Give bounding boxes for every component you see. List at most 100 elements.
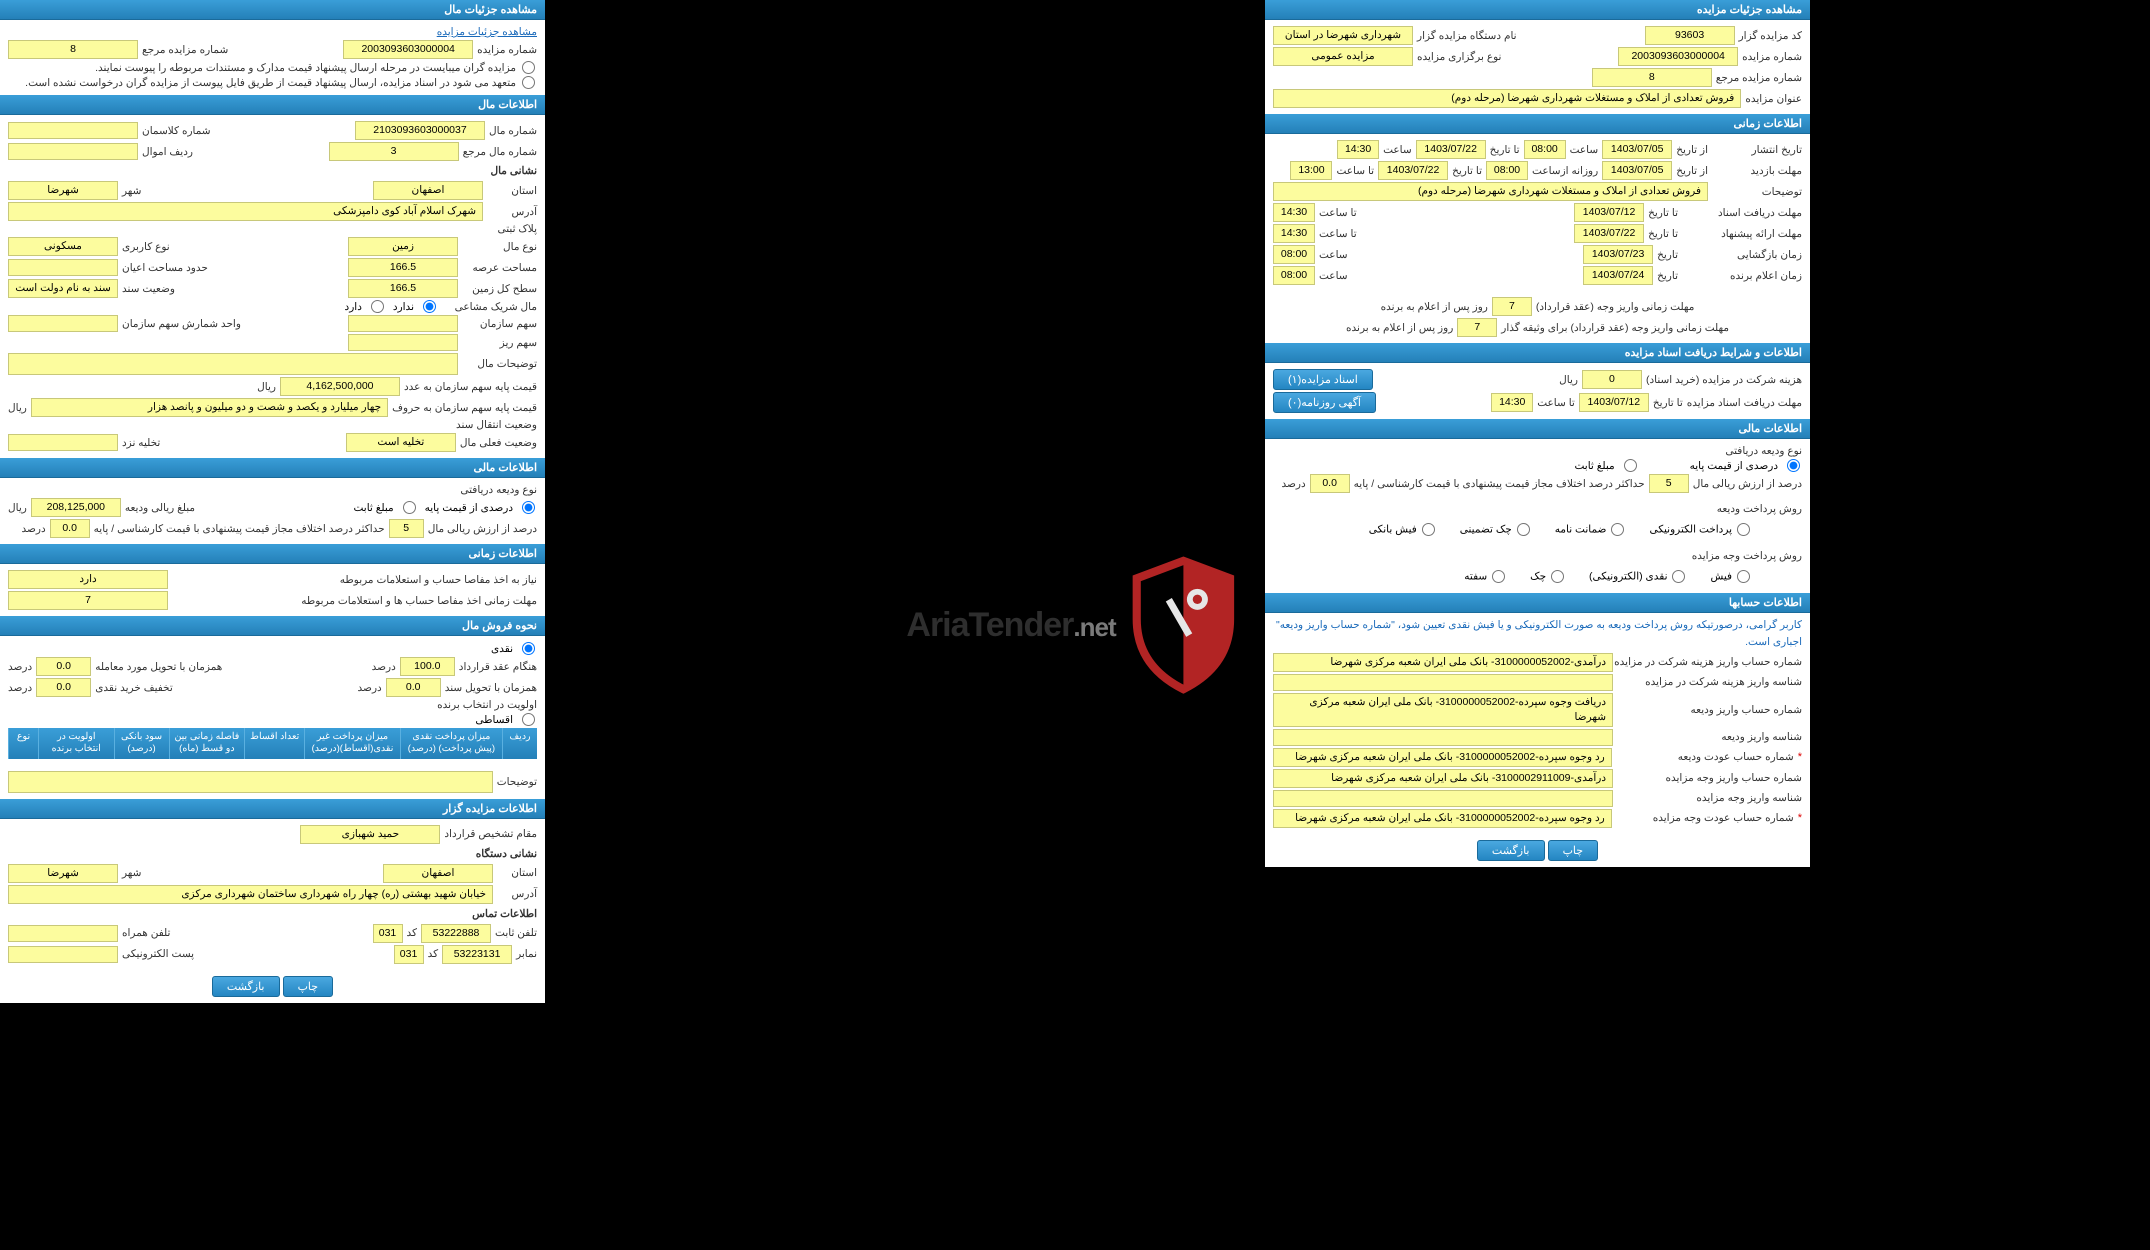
- label-acc8: شماره حساب عودت وجه مزایده: [1616, 812, 1794, 824]
- label-rial4: ریال: [8, 502, 27, 514]
- value-open-h: 08:00: [1273, 245, 1315, 264]
- back-button[interactable]: بازگشت: [1477, 840, 1545, 861]
- value-phone-code: 031: [373, 924, 403, 943]
- value-city2: شهرضا: [8, 864, 118, 883]
- radio-eft[interactable]: [1737, 523, 1750, 536]
- label-asset-row: ردیف اموال: [142, 146, 193, 158]
- radio-slip[interactable]: [1737, 570, 1750, 583]
- label-base-price-num: قیمت پایه سهم سازمان به عدد: [404, 381, 537, 393]
- label-delivery-time: همزمان با تحویل مورد معامله: [95, 661, 222, 673]
- value-max-diff2: 0.0: [50, 519, 90, 538]
- radio-percent2[interactable]: [522, 501, 535, 514]
- label-province2: استان: [497, 867, 537, 879]
- radio-fixed[interactable]: [1624, 459, 1637, 472]
- value-contract-pct: 100.0: [400, 657, 455, 676]
- radio-guarantee[interactable]: [1611, 523, 1624, 536]
- value-usage-type: مسکونی: [8, 237, 118, 256]
- label-hour5: ساعت: [1319, 249, 1348, 261]
- label-percent-unit: درصد: [1281, 478, 1305, 490]
- radio-no-partner[interactable]: [423, 300, 436, 313]
- value-deposit-amount: 208,125,000: [31, 498, 121, 517]
- section-property-details: مشاهده جزئیات مال: [0, 0, 545, 20]
- label-docs-deadline: مهلت دریافت اسناد: [1682, 207, 1802, 219]
- value-winner-h: 08:00: [1273, 266, 1315, 285]
- label-base-price-words: قیمت پایه سهم سازمان به حروف: [392, 402, 537, 414]
- back-button2[interactable]: بازگشت: [212, 976, 280, 997]
- radio-cheque[interactable]: [1517, 523, 1530, 536]
- label-pct3: درصد: [358, 682, 382, 694]
- shield-icon: [1124, 555, 1244, 695]
- label-property-ref: شماره مال مرجع: [463, 146, 537, 158]
- print-button2[interactable]: چاپ: [283, 976, 334, 997]
- radio-installment[interactable]: [522, 713, 535, 726]
- label-percent-val2: درصد از ارزش ریالی مال: [428, 523, 537, 535]
- label-to-h7: تا ساعت: [1537, 397, 1575, 409]
- section-auction-details: مشاهده جزئیات مزایده: [1265, 0, 1810, 20]
- installment-table-header: ردیف میزان پرداخت نقدی (پیش پرداخت) (درص…: [8, 728, 537, 759]
- radio-promissory[interactable]: [1492, 570, 1505, 583]
- radio-note2[interactable]: [522, 76, 535, 89]
- section-property-info: اطلاعات مال: [0, 95, 545, 115]
- value-open-date: 1403/07/23: [1583, 245, 1653, 264]
- value-winner-date: 1403/07/24: [1583, 266, 1653, 285]
- label-clearance-need: نیاز به اخذ مفاصا حساب و استعلامات مربوط…: [340, 574, 537, 586]
- radio-fixed2[interactable]: [403, 501, 416, 514]
- label-auction-no2: شماره مزایده: [477, 44, 537, 56]
- label-deed-transfer: وضعیت انتقال سند: [456, 419, 537, 431]
- sub-org-address: نشانی دستگاه: [8, 846, 537, 862]
- label-visit-deadline: مهلت بازدید: [1712, 165, 1802, 177]
- th-cash-pct: میزان پرداخت نقدی (پیش پرداخت) (درصد): [400, 728, 502, 759]
- label-ref-no: شماره مزایده مرجع: [1716, 72, 1802, 84]
- value-visit-to: 1403/07/22: [1378, 161, 1448, 180]
- label-to-hour4: تا ساعت: [1319, 228, 1357, 240]
- value-offer-to-h: 14:30: [1273, 224, 1315, 243]
- label-fixed2: مبلغ ثابت: [353, 502, 393, 514]
- th-row: ردیف: [502, 728, 537, 759]
- label-auction-no: شماره مزایده: [1742, 51, 1802, 63]
- radio-cheque2[interactable]: [1551, 570, 1564, 583]
- value-auctioneer-code: 93603: [1645, 26, 1735, 45]
- auction-details-link[interactable]: مشاهده جزئیات مزایده: [437, 26, 537, 38]
- label-deposit-type2: نوع ودیعه دریافتی: [460, 484, 537, 496]
- value-fax-code: 031: [394, 945, 424, 964]
- value-org-name: شهرداری شهرضا در استان: [1273, 26, 1413, 45]
- docs-button[interactable]: اسناد مزایده(۱): [1273, 369, 1373, 390]
- value-auction-no: 2003093603000004: [1618, 47, 1738, 66]
- radio-has-partner[interactable]: [371, 300, 384, 313]
- label-collateral-suffix: روز پس از اعلام به برنده: [1346, 322, 1453, 334]
- value-publish-to-h: 14:30: [1337, 140, 1379, 159]
- label-clearance-time: مهلت زمانی اخذ مفاصا حساب ها و استعلامات…: [301, 595, 537, 607]
- label-publish-date: تاریخ انتشار: [1712, 144, 1802, 156]
- value-current-status: تخلیه است: [346, 433, 456, 452]
- value-acc4: [1273, 729, 1613, 746]
- label-province: استان: [487, 185, 537, 197]
- section-auctioneer: اطلاعات مزایده گزار: [0, 799, 545, 819]
- label-fax: نمابر: [516, 948, 537, 960]
- label-rial3: ریال: [8, 402, 27, 414]
- label-contract-time: هنگام عقد قرارداد: [459, 661, 537, 673]
- radio-cash[interactable]: [522, 642, 535, 655]
- label-daily: روزانه ازساعت: [1532, 165, 1598, 177]
- newspaper-ad-button[interactable]: آگهی روزنامه(۰): [1273, 392, 1376, 413]
- label-yes: دارد: [345, 301, 362, 313]
- label-cash: نقدی: [491, 643, 513, 655]
- value-org-share: [348, 315, 458, 332]
- label-deed-delivery: همزمان با تحویل سند: [445, 682, 537, 694]
- value-total-land: 166.5: [348, 279, 458, 298]
- radio-note1[interactable]: [522, 61, 535, 74]
- value-max-diff: 0.0: [1310, 474, 1350, 493]
- section-sale-method: نحوه فروش مال: [0, 616, 545, 636]
- label-deposit-method: روش پرداخت ودیعه: [1717, 503, 1802, 515]
- label-participation-fee: هزینه شرکت در مزایده (خرید اسناد): [1646, 374, 1802, 386]
- label-pay-deadline: مهلت زمانی واریز وجه (عقد قرارداد): [1536, 301, 1695, 313]
- label-registration-plate: پلاک ثبتی: [497, 223, 537, 235]
- label-pct4: درصد: [8, 682, 32, 694]
- radio-cash-eft[interactable]: [1672, 570, 1685, 583]
- label-phone-code: کد: [407, 927, 418, 939]
- radio-bank-slip[interactable]: [1422, 523, 1435, 536]
- value-docs-h2: 14:30: [1491, 393, 1533, 412]
- section-docs-terms: اطلاعات و شرایط دریافت اسناد مزایده: [1265, 343, 1810, 363]
- radio-percent[interactable]: [1787, 459, 1800, 472]
- value-property-no: 2103093603000037: [355, 121, 485, 140]
- print-button[interactable]: چاپ: [1548, 840, 1599, 861]
